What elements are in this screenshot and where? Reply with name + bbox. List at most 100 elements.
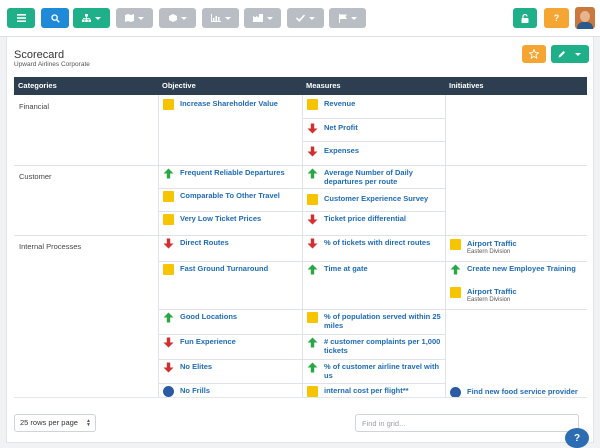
flag-button[interactable] bbox=[329, 8, 366, 28]
objective-item-link[interactable]: Fun Experience bbox=[180, 337, 236, 346]
status-square-icon bbox=[307, 312, 318, 323]
status-square-icon bbox=[450, 239, 461, 250]
status-square-icon bbox=[307, 194, 318, 205]
initiative-item: Find new food service provider bbox=[450, 387, 584, 397]
objective-item-link[interactable]: Comparable To Other Travel bbox=[180, 191, 280, 200]
menu-button[interactable] bbox=[7, 8, 35, 28]
initiative-item: Create new Employee Training bbox=[450, 264, 584, 275]
objective-item-link[interactable]: Good Locations bbox=[180, 312, 238, 321]
arrow-down-icon bbox=[307, 146, 318, 157]
scorecard-grid: Categories Objective Measures Initiative… bbox=[14, 77, 587, 398]
objective-item: Frequent Reliable Departures bbox=[163, 168, 299, 179]
measure-item-link[interactable]: Time at gate bbox=[324, 264, 368, 273]
edit-button[interactable] bbox=[551, 45, 589, 63]
row-divider bbox=[302, 359, 445, 360]
measure-item-link[interactable]: % of population served within 25 miles bbox=[324, 312, 441, 330]
page-size-value: 25 rows per page bbox=[20, 418, 78, 427]
row-divider bbox=[158, 334, 302, 335]
find-in-grid-input[interactable] bbox=[355, 414, 579, 432]
status-circle-icon bbox=[450, 387, 461, 397]
org-chart-icon bbox=[82, 14, 91, 22]
measure-item: Net Profit bbox=[307, 123, 443, 134]
arrow-down-icon bbox=[307, 214, 318, 225]
objective-item-link[interactable]: Direct Routes bbox=[180, 238, 229, 247]
objective-item: Comparable To Other Travel bbox=[163, 191, 299, 202]
measure-item: % of tickets with direct routes bbox=[307, 238, 443, 249]
measure-item-link[interactable]: % of customer airline travel with us bbox=[324, 362, 440, 380]
chevron-down-icon bbox=[180, 16, 187, 20]
arrow-up-icon bbox=[163, 168, 174, 179]
measure-item-link[interactable]: Net Profit bbox=[324, 123, 358, 132]
measure-item: Ticket price differential bbox=[307, 214, 443, 225]
objective-item: Increase Shareholder Value bbox=[163, 99, 299, 110]
page-size-select[interactable]: 25 rows per page ▲ ▼ bbox=[14, 414, 96, 432]
objective-item-link[interactable]: No Elites bbox=[180, 362, 213, 371]
objective-item-link[interactable]: Fast Ground Turnaround bbox=[180, 264, 269, 273]
column-header-objective[interactable]: Objective bbox=[162, 81, 196, 90]
measure-item-link[interactable]: % of tickets with direct routes bbox=[324, 238, 431, 247]
column-divider bbox=[158, 95, 159, 397]
objective-item-link[interactable]: No Frills bbox=[180, 386, 211, 395]
arrow-down-icon bbox=[307, 123, 318, 134]
measure-item-link[interactable]: Expenses bbox=[324, 146, 360, 155]
chart-button[interactable] bbox=[202, 8, 239, 28]
search-icon bbox=[50, 13, 60, 23]
category-label: Internal Processes bbox=[19, 242, 82, 251]
objective-item-link[interactable]: Frequent Reliable Departures bbox=[180, 168, 285, 177]
grid-header: Categories Objective Measures Initiative… bbox=[14, 77, 587, 95]
avatar[interactable] bbox=[575, 7, 595, 29]
column-header-initiatives[interactable]: Initiatives bbox=[449, 81, 484, 90]
arrow-down-icon bbox=[307, 238, 318, 249]
measure-item-link[interactable]: Revenue bbox=[324, 99, 356, 108]
lock-icon bbox=[521, 13, 529, 23]
measure-item-link[interactable]: Ticket price differential bbox=[324, 214, 406, 223]
hierarchy-button[interactable] bbox=[73, 8, 110, 28]
row-divider bbox=[302, 211, 445, 212]
column-header-measures[interactable]: Measures bbox=[306, 81, 341, 90]
favorite-button[interactable] bbox=[522, 45, 546, 63]
measure-item-link[interactable]: Average Number of Daily departures per r… bbox=[324, 168, 413, 186]
initiative-item-link[interactable]: Find new food service provider bbox=[467, 387, 578, 396]
row-divider bbox=[302, 309, 445, 310]
initiative-item-link[interactable]: Airport Traffic bbox=[467, 239, 517, 248]
measure-item-link[interactable]: # customer complaints per 1,000 tickets bbox=[324, 337, 441, 355]
arrow-up-icon bbox=[307, 168, 318, 179]
building-icon bbox=[252, 14, 263, 22]
check-button[interactable] bbox=[287, 8, 324, 28]
status-square-icon bbox=[163, 264, 174, 275]
help-label: ? bbox=[573, 432, 581, 444]
updown-icon: ▲ ▼ bbox=[86, 418, 91, 428]
arrow-up-icon bbox=[307, 362, 318, 373]
help-bubble-button[interactable]: ? bbox=[565, 428, 589, 448]
objective-item: No Frills bbox=[163, 386, 299, 397]
objective-item: Good Locations bbox=[163, 312, 299, 323]
map-button[interactable] bbox=[116, 8, 153, 28]
arrow-down-icon bbox=[163, 337, 174, 348]
measure-item: Customer Experience Survey bbox=[307, 194, 443, 205]
hamburger-icon bbox=[16, 14, 26, 22]
lock-button[interactable] bbox=[513, 8, 537, 28]
cube-button[interactable] bbox=[159, 8, 196, 28]
objective-item: Direct Routes bbox=[163, 238, 299, 249]
objective-item-link[interactable]: Very Low Ticket Prices bbox=[180, 214, 262, 223]
chevron-down-icon bbox=[224, 16, 231, 20]
search-button[interactable] bbox=[41, 8, 69, 28]
column-header-categories[interactable]: Categories bbox=[18, 81, 57, 90]
measure-item: % of population served within 25 miles bbox=[307, 312, 443, 330]
initiative-item-link[interactable]: Create new Employee Training bbox=[467, 264, 576, 273]
objective-item: Fast Ground Turnaround bbox=[163, 264, 299, 275]
building-button[interactable] bbox=[244, 8, 281, 28]
measure-item-link[interactable]: Customer Experience Survey bbox=[324, 194, 429, 203]
category-label: Financial bbox=[19, 102, 50, 111]
status-circle-icon bbox=[163, 386, 174, 397]
objective-item: No Elites bbox=[163, 362, 299, 373]
arrow-down-icon bbox=[163, 362, 174, 373]
row-divider bbox=[158, 359, 302, 360]
initiative-item-link[interactable]: Airport Traffic bbox=[467, 287, 517, 296]
measure-item-link[interactable]: internal cost per flight** bbox=[324, 386, 409, 395]
top-toolbar: ? bbox=[0, 0, 600, 37]
objective-item-link[interactable]: Increase Shareholder Value bbox=[180, 99, 278, 108]
chevron-down-icon bbox=[309, 16, 315, 20]
chevron-down-icon bbox=[266, 16, 273, 20]
help-menu-button[interactable]: ? bbox=[544, 8, 569, 28]
